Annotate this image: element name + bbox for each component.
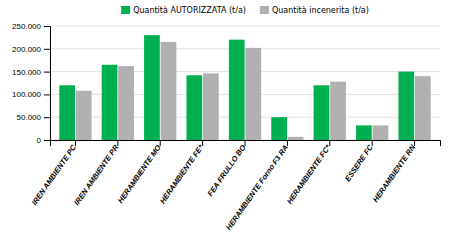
bar <box>314 85 330 140</box>
tick-mark <box>75 140 76 146</box>
bars <box>59 35 430 140</box>
legend-swatch <box>121 6 130 14</box>
tick-mark <box>44 117 50 118</box>
bar <box>144 35 160 140</box>
bar <box>76 91 92 140</box>
tick-label: HERAMBIENTE RN <box>371 143 418 204</box>
tick-mark <box>160 140 161 146</box>
tick-mark <box>44 94 50 95</box>
tick-label: 50.000 <box>17 113 42 122</box>
tick-label: 200.000 <box>12 45 41 54</box>
tick: 100.000 <box>12 90 50 99</box>
bar-series <box>76 42 431 140</box>
bar <box>203 73 219 140</box>
tick: HERAMBIENTE FE* <box>158 140 206 205</box>
tick-mark <box>117 140 118 146</box>
bar <box>330 82 346 140</box>
bar <box>229 40 245 140</box>
tick: 50.000 <box>17 113 50 122</box>
grid <box>50 26 440 140</box>
tick-label: ESSERE FC <box>343 143 375 183</box>
bar <box>356 125 372 140</box>
bar <box>161 42 177 140</box>
legend-label: Quantità AUTORIZZATA (t/a) <box>133 6 246 15</box>
chart: 0 50.000 100.000 150.000 200.000 250.000 IREN … <box>0 0 450 238</box>
tick: 250.000 <box>12 22 50 31</box>
tick-label: HERAMBIENTE MO <box>116 143 163 205</box>
tick-mark <box>202 140 203 146</box>
tick-mark <box>44 72 50 73</box>
tick-label: HERAMBIENTE FC* <box>285 142 333 205</box>
axis-line <box>51 141 441 147</box>
tick-label: 150.000 <box>12 68 41 77</box>
tick: IREN AMBIENTE PC <box>30 140 79 207</box>
legend-item: Quantità incenerita (t/a) <box>260 6 369 15</box>
grid-line <box>50 26 440 27</box>
tick: HERAMBIENTE RN <box>371 140 418 204</box>
tick-mark <box>329 140 330 146</box>
bar-series <box>59 35 414 140</box>
tick: 0 <box>37 136 50 145</box>
tick: HERAMBIENTE MO <box>116 140 163 205</box>
legend-item: Quantità AUTORIZZATA (t/a) <box>121 6 246 15</box>
tick-label: IREN AMBIENTE PR <box>72 143 121 207</box>
tick-mark <box>372 140 373 146</box>
bar <box>415 76 431 140</box>
y-axis: 0 50.000 100.000 150.000 200.000 250.000 <box>12 22 50 145</box>
tick: HERAMBIENTE Forno F3 RA <box>224 140 290 232</box>
tick: 200.000 <box>12 45 50 54</box>
bar <box>102 65 118 140</box>
tick-label: 0 <box>37 136 42 145</box>
tick-mark <box>287 140 288 146</box>
bar <box>118 66 134 140</box>
bar <box>271 117 287 140</box>
legend-label: Quantità incenerita (t/a) <box>272 6 369 15</box>
bar <box>398 72 414 140</box>
legend: Quantità AUTORIZZATA (t/a) Quantità incen… <box>121 6 369 15</box>
bar <box>288 137 304 140</box>
axis-line <box>44 27 51 141</box>
tick-mark <box>245 140 246 146</box>
x-axis: IREN AMBIENTE PCIREN AMBIENTE PRHERAMBIE… <box>30 140 441 232</box>
bar <box>245 48 261 140</box>
tick-mark <box>44 140 50 141</box>
bar <box>186 75 202 140</box>
tick-label: 250.000 <box>12 22 41 31</box>
tick: HERAMBIENTE FC* <box>285 140 333 206</box>
tick-mark <box>44 26 50 27</box>
tick-label: HERAMBIENTE Forno F3 RA <box>224 143 290 232</box>
bar <box>373 125 389 140</box>
tick: FEA FRULLO BO <box>206 140 248 198</box>
tick: IREN AMBIENTE PR <box>72 140 121 207</box>
tick-label: FEA FRULLO BO <box>206 143 248 198</box>
tick-label: HERAMBIENTE FE* <box>158 142 206 205</box>
legend-swatch <box>260 6 269 14</box>
grid-line <box>50 48 440 49</box>
tick-label: 100.000 <box>12 90 41 99</box>
tick-label: IREN AMBIENTE PC <box>30 143 79 207</box>
tick: ESSERE FC <box>343 140 375 183</box>
tick-mark <box>44 49 50 50</box>
tick: 150.000 <box>12 68 50 77</box>
tick-mark <box>414 140 415 146</box>
plot: 0 50.000 100.000 150.000 200.000 250.000 IREN … <box>12 22 440 232</box>
bar <box>59 85 75 140</box>
